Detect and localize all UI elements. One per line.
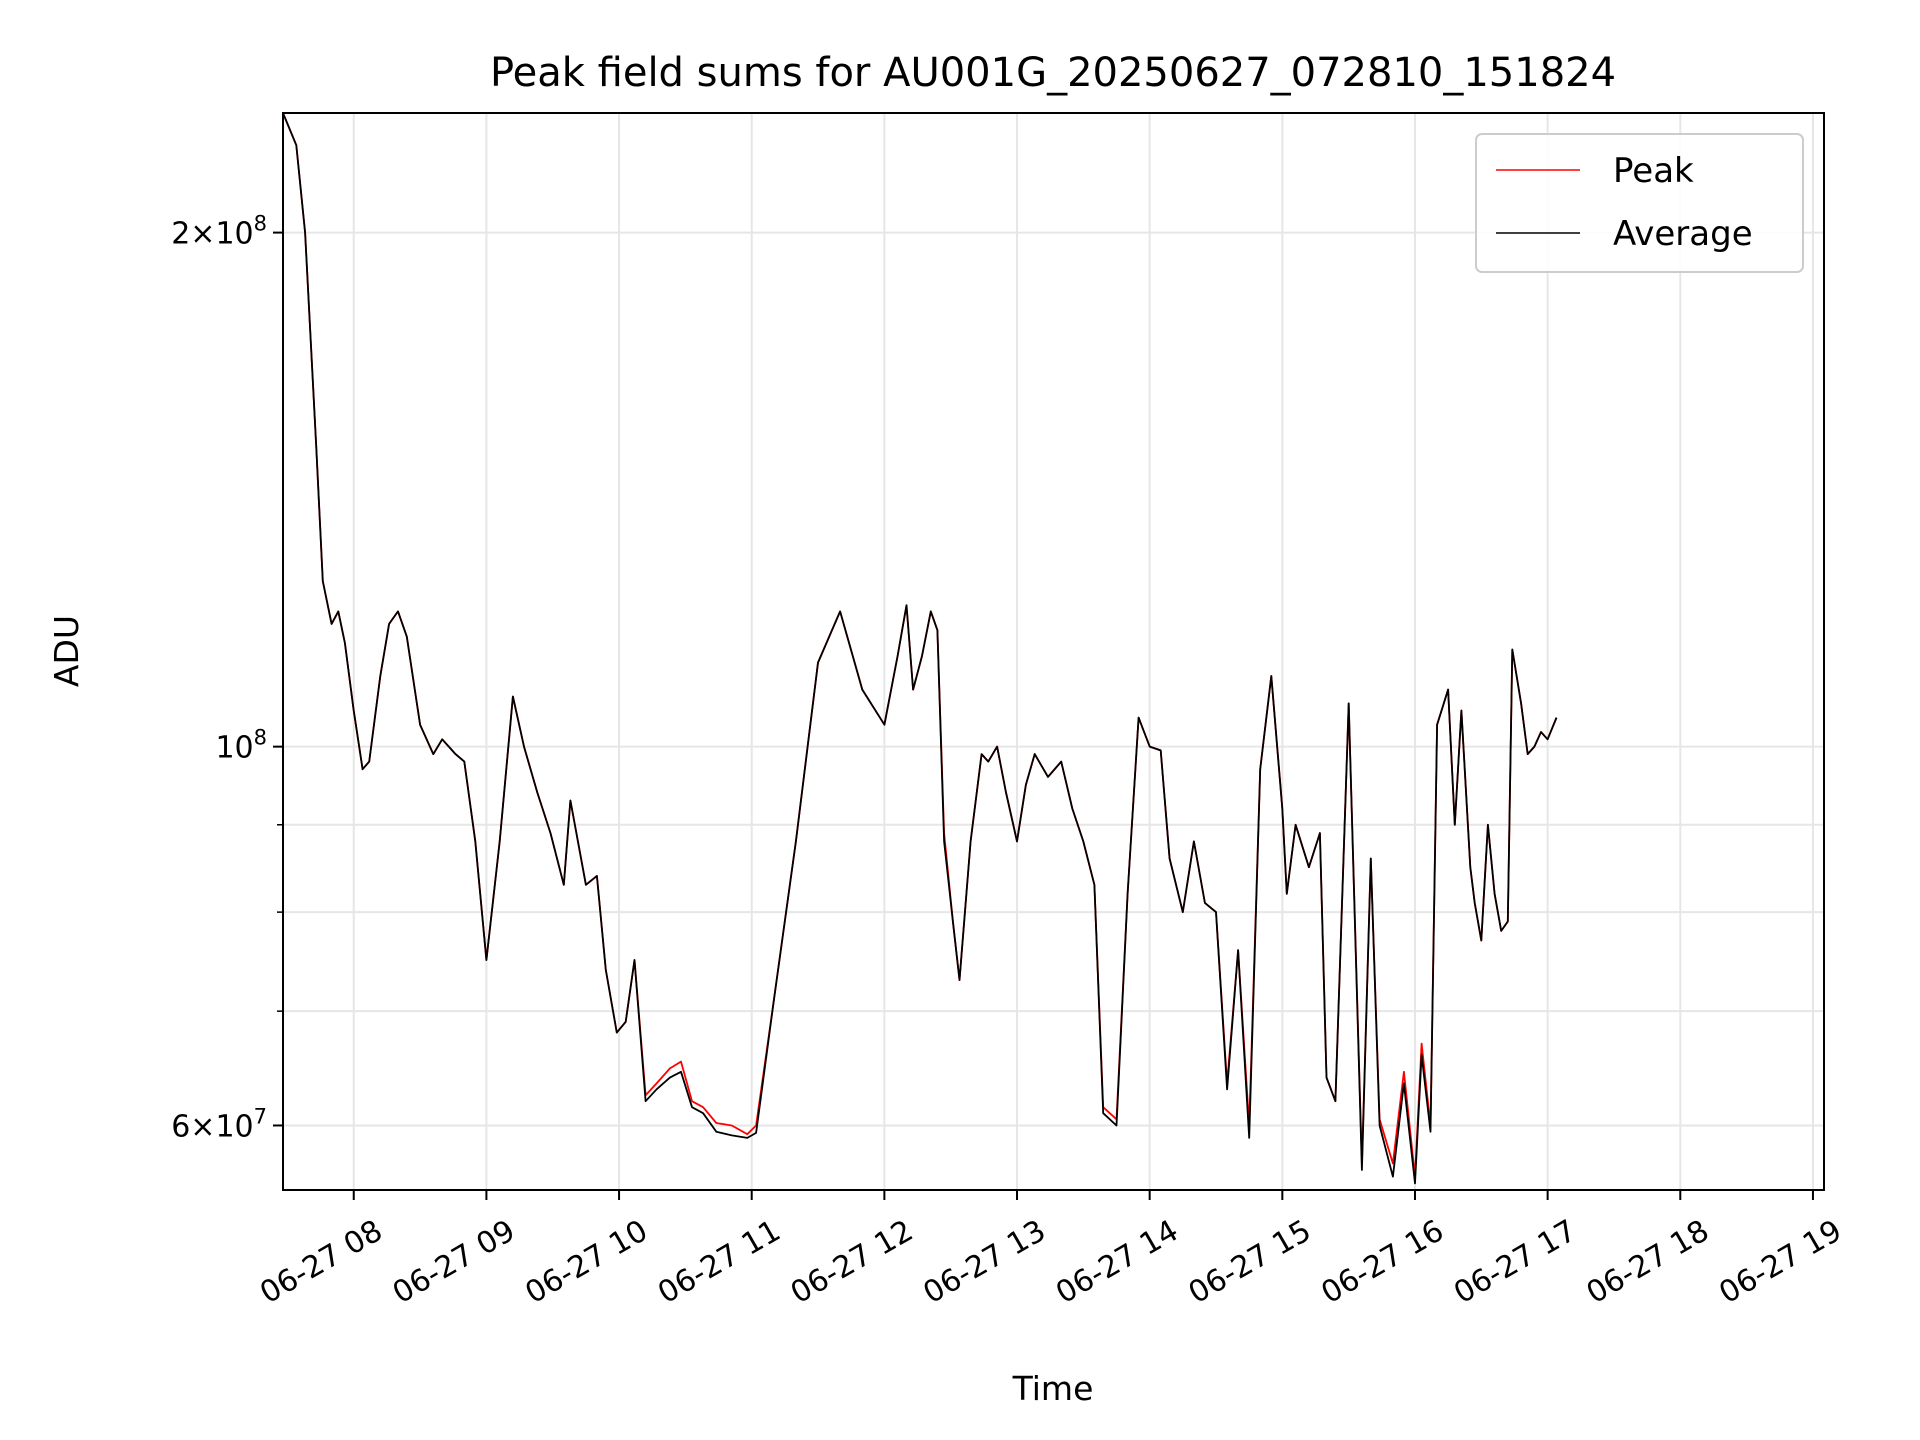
y-tick-label: 6×107 — [171, 1104, 267, 1144]
series-line-average — [283, 113, 1558, 1185]
chart-title: Peak field sums for AU001G_20250627_0728… — [490, 50, 1616, 96]
legend: Peak Average — [1475, 133, 1804, 273]
y-tick-label: 2×108 — [171, 212, 267, 252]
plot-frame — [282, 112, 1825, 1191]
grid-lines — [283, 113, 1824, 1190]
y-tick-label: 108 — [215, 726, 267, 766]
x-axis-title: Time — [1012, 1369, 1094, 1408]
y-axis-title: ADU — [47, 615, 86, 687]
y-axis: 6×107 108 2×108 — [171, 212, 283, 1144]
legend-label-average: Average — [1613, 214, 1753, 254]
legend-frame — [1475, 133, 1804, 273]
legend-label-peak: Peak — [1613, 151, 1694, 191]
plot-area — [283, 113, 1558, 1185]
